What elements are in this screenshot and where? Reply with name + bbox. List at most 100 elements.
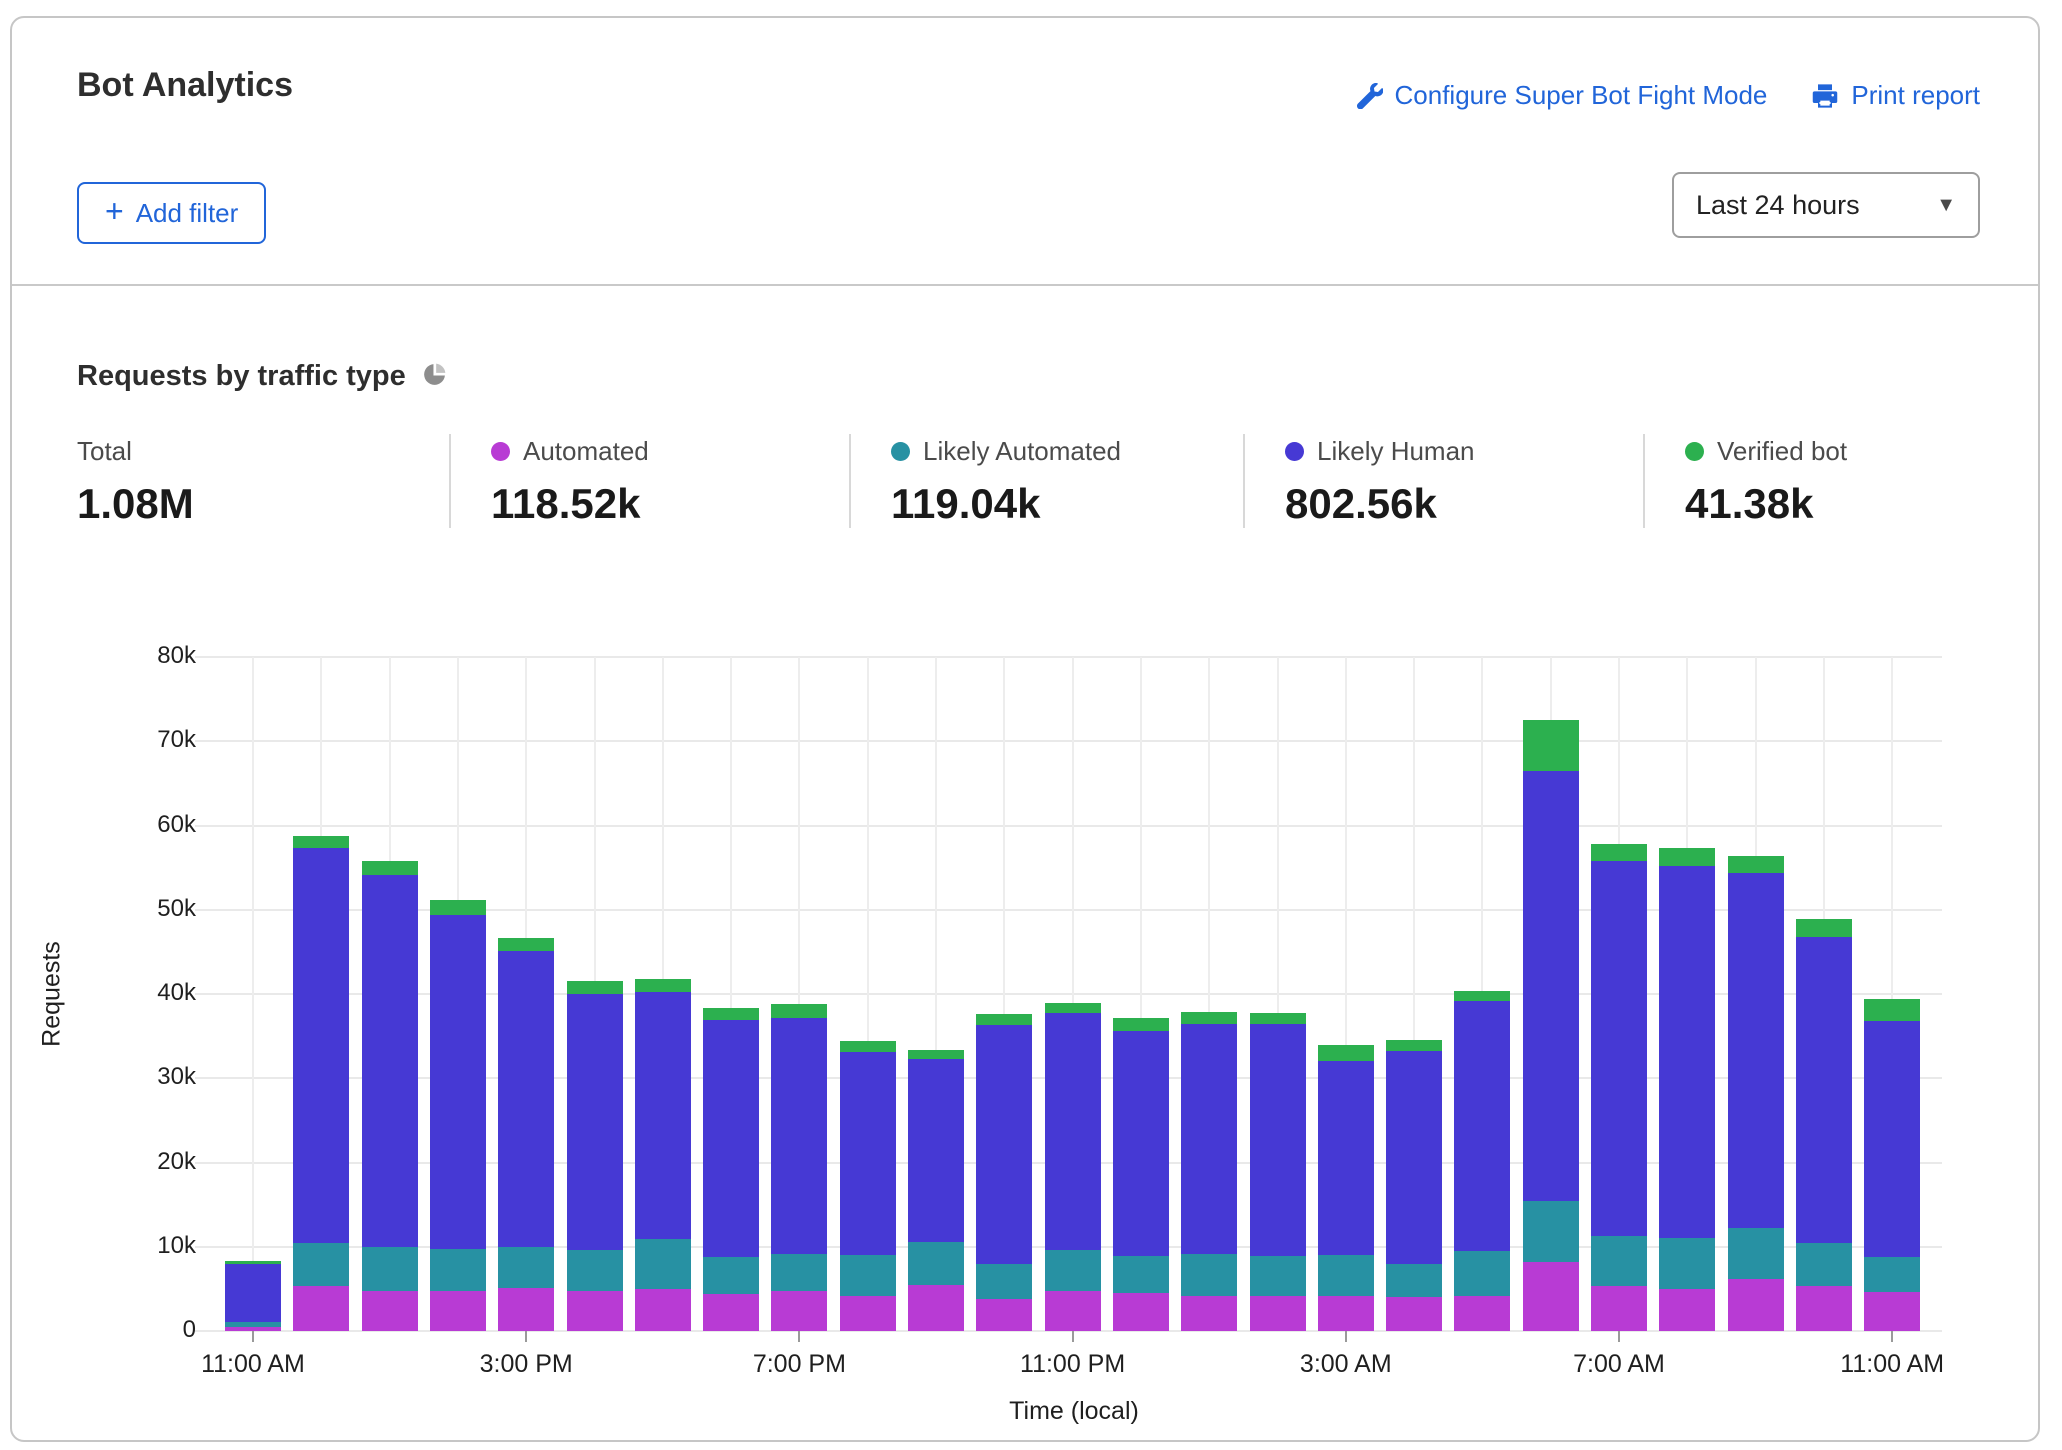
add-filter-button[interactable]: + Add filter xyxy=(77,182,266,244)
bar-5-00-am-likely-automated[interactable] xyxy=(1454,1251,1510,1296)
bar-12-00-am-automated[interactable] xyxy=(1113,1293,1169,1331)
bar-7-00-am-automated[interactable] xyxy=(1591,1286,1647,1331)
bar-6-00-am-likely-automated[interactable] xyxy=(1523,1201,1579,1262)
bar-4-00-pm-automated[interactable] xyxy=(567,1291,623,1331)
bar-12-00-pm-likely-automated[interactable] xyxy=(293,1243,349,1286)
bar-3-00-pm-verified-bot[interactable] xyxy=(498,938,554,951)
bar-1-00-pm-likely-automated[interactable] xyxy=(362,1247,418,1291)
stat-automated[interactable]: Automated118.52k xyxy=(449,434,849,528)
bar-2-00-pm-likely-automated[interactable] xyxy=(430,1249,486,1291)
bar-11-00-am-verified-bot[interactable] xyxy=(1864,999,1920,1021)
bar-9-00-pm-automated[interactable] xyxy=(908,1285,964,1331)
bar-11-00-pm-verified-bot[interactable] xyxy=(1045,1003,1101,1012)
bar-9-00-pm-verified-bot[interactable] xyxy=(908,1050,964,1058)
bar-9-00-am-likely-human[interactable] xyxy=(1728,873,1784,1229)
stat-likely-human[interactable]: Likely Human802.56k xyxy=(1243,434,1643,528)
bar-11-00-pm-likely-automated[interactable] xyxy=(1045,1250,1101,1290)
bar-11-00-pm-automated[interactable] xyxy=(1045,1291,1101,1331)
bar-11-00-am-likely-human[interactable] xyxy=(1864,1021,1920,1257)
bar-12-00-am-likely-automated[interactable] xyxy=(1113,1256,1169,1293)
bar-11-00-am-likely-automated[interactable] xyxy=(1864,1257,1920,1292)
bar-12-00-am-likely-human[interactable] xyxy=(1113,1031,1169,1256)
bar-6-00-am-likely-human[interactable] xyxy=(1523,771,1579,1202)
bar-5-00-pm-likely-automated[interactable] xyxy=(635,1239,691,1289)
bar-1-00-pm-automated[interactable] xyxy=(362,1291,418,1331)
bar-10-00-pm-verified-bot[interactable] xyxy=(976,1014,1032,1025)
bar-12-00-pm-automated[interactable] xyxy=(293,1286,349,1331)
bar-2-00-am-likely-human[interactable] xyxy=(1250,1024,1306,1256)
bar-8-00-pm-verified-bot[interactable] xyxy=(840,1041,896,1052)
bar-5-00-am-verified-bot[interactable] xyxy=(1454,991,1510,1001)
bar-7-00-pm-likely-automated[interactable] xyxy=(771,1254,827,1292)
bar-5-00-pm-verified-bot[interactable] xyxy=(635,979,691,992)
bar-2-00-am-likely-automated[interactable] xyxy=(1250,1256,1306,1296)
bar-2-00-am-automated[interactable] xyxy=(1250,1296,1306,1331)
bar-10-00-am-verified-bot[interactable] xyxy=(1796,919,1852,937)
bar-8-00-am-likely-human[interactable] xyxy=(1659,866,1715,1238)
bar-4-00-pm-likely-human[interactable] xyxy=(567,994,623,1250)
bar-12-00-am-verified-bot[interactable] xyxy=(1113,1018,1169,1031)
bar-4-00-am-automated[interactable] xyxy=(1386,1297,1442,1331)
bar-7-00-am-likely-human[interactable] xyxy=(1591,861,1647,1236)
bar-6-00-pm-verified-bot[interactable] xyxy=(703,1008,759,1021)
bar-10-00-pm-likely-human[interactable] xyxy=(976,1025,1032,1264)
bar-5-00-pm-likely-human[interactable] xyxy=(635,992,691,1239)
bar-1-00-am-likely-human[interactable] xyxy=(1181,1024,1237,1254)
bar-1-00-am-likely-automated[interactable] xyxy=(1181,1254,1237,1296)
bar-11-00-am-automated[interactable] xyxy=(1864,1292,1920,1331)
print-report-link[interactable]: Print report xyxy=(1811,80,1980,111)
bar-1-00-am-verified-bot[interactable] xyxy=(1181,1012,1237,1024)
bar-7-00-pm-likely-human[interactable] xyxy=(771,1018,827,1254)
bar-8-00-am-verified-bot[interactable] xyxy=(1659,848,1715,866)
stat-total[interactable]: Total1.08M xyxy=(77,434,449,528)
stat-likely-automated[interactable]: Likely Automated119.04k xyxy=(849,434,1243,528)
bar-8-00-pm-likely-automated[interactable] xyxy=(840,1255,896,1295)
bar-6-00-am-verified-bot[interactable] xyxy=(1523,720,1579,771)
stat-verified-bot[interactable]: Verified bot41.38k xyxy=(1643,434,2007,528)
bar-8-00-pm-likely-human[interactable] xyxy=(840,1052,896,1255)
bar-10-00-am-automated[interactable] xyxy=(1796,1286,1852,1331)
bar-6-00-pm-automated[interactable] xyxy=(703,1294,759,1331)
bar-3-00-pm-automated[interactable] xyxy=(498,1288,554,1331)
bar-4-00-am-likely-human[interactable] xyxy=(1386,1051,1442,1264)
bar-3-00-am-likely-human[interactable] xyxy=(1318,1061,1374,1256)
bar-4-00-am-verified-bot[interactable] xyxy=(1386,1040,1442,1052)
bar-7-00-pm-automated[interactable] xyxy=(771,1291,827,1331)
bar-9-00-am-verified-bot[interactable] xyxy=(1728,856,1784,873)
bar-9-00-am-automated[interactable] xyxy=(1728,1279,1784,1331)
bar-10-00-pm-likely-automated[interactable] xyxy=(976,1264,1032,1299)
bar-5-00-am-automated[interactable] xyxy=(1454,1296,1510,1331)
bar-11-00-am-verified-bot[interactable] xyxy=(225,1261,281,1264)
bar-3-00-am-verified-bot[interactable] xyxy=(1318,1045,1374,1061)
bar-7-00-am-likely-automated[interactable] xyxy=(1591,1236,1647,1287)
bar-1-00-am-automated[interactable] xyxy=(1181,1296,1237,1331)
bar-9-00-pm-likely-automated[interactable] xyxy=(908,1242,964,1285)
bar-8-00-pm-automated[interactable] xyxy=(840,1296,896,1331)
bar-7-00-pm-verified-bot[interactable] xyxy=(771,1004,827,1017)
bar-7-00-am-verified-bot[interactable] xyxy=(1591,844,1647,861)
bar-3-00-pm-likely-automated[interactable] xyxy=(498,1247,554,1288)
bar-9-00-pm-likely-human[interactable] xyxy=(908,1059,964,1242)
bar-4-00-am-likely-automated[interactable] xyxy=(1386,1264,1442,1297)
bar-4-00-pm-verified-bot[interactable] xyxy=(567,981,623,994)
bar-10-00-am-likely-human[interactable] xyxy=(1796,937,1852,1243)
bar-5-00-pm-automated[interactable] xyxy=(635,1289,691,1331)
bar-3-00-am-automated[interactable] xyxy=(1318,1296,1374,1331)
bar-10-00-am-likely-automated[interactable] xyxy=(1796,1243,1852,1286)
bar-10-00-pm-automated[interactable] xyxy=(976,1299,1032,1331)
bar-9-00-am-likely-automated[interactable] xyxy=(1728,1228,1784,1279)
bar-2-00-pm-likely-human[interactable] xyxy=(430,915,486,1249)
bar-8-00-am-likely-automated[interactable] xyxy=(1659,1238,1715,1289)
bar-11-00-am-likely-automated[interactable] xyxy=(225,1322,281,1327)
time-range-select[interactable]: Last 24 hours ▼ xyxy=(1672,172,1980,238)
bar-1-00-pm-verified-bot[interactable] xyxy=(362,861,418,875)
bar-8-00-am-automated[interactable] xyxy=(1659,1289,1715,1331)
bar-3-00-pm-likely-human[interactable] xyxy=(498,951,554,1247)
bar-3-00-am-likely-automated[interactable] xyxy=(1318,1255,1374,1296)
bar-1-00-pm-likely-human[interactable] xyxy=(362,875,418,1247)
bar-11-00-pm-likely-human[interactable] xyxy=(1045,1013,1101,1251)
bar-5-00-am-likely-human[interactable] xyxy=(1454,1001,1510,1251)
bar-6-00-pm-likely-automated[interactable] xyxy=(703,1257,759,1294)
configure-super-bot-fight-mode-link[interactable]: Configure Super Bot Fight Mode xyxy=(1357,80,1768,111)
bar-4-00-pm-likely-automated[interactable] xyxy=(567,1250,623,1290)
